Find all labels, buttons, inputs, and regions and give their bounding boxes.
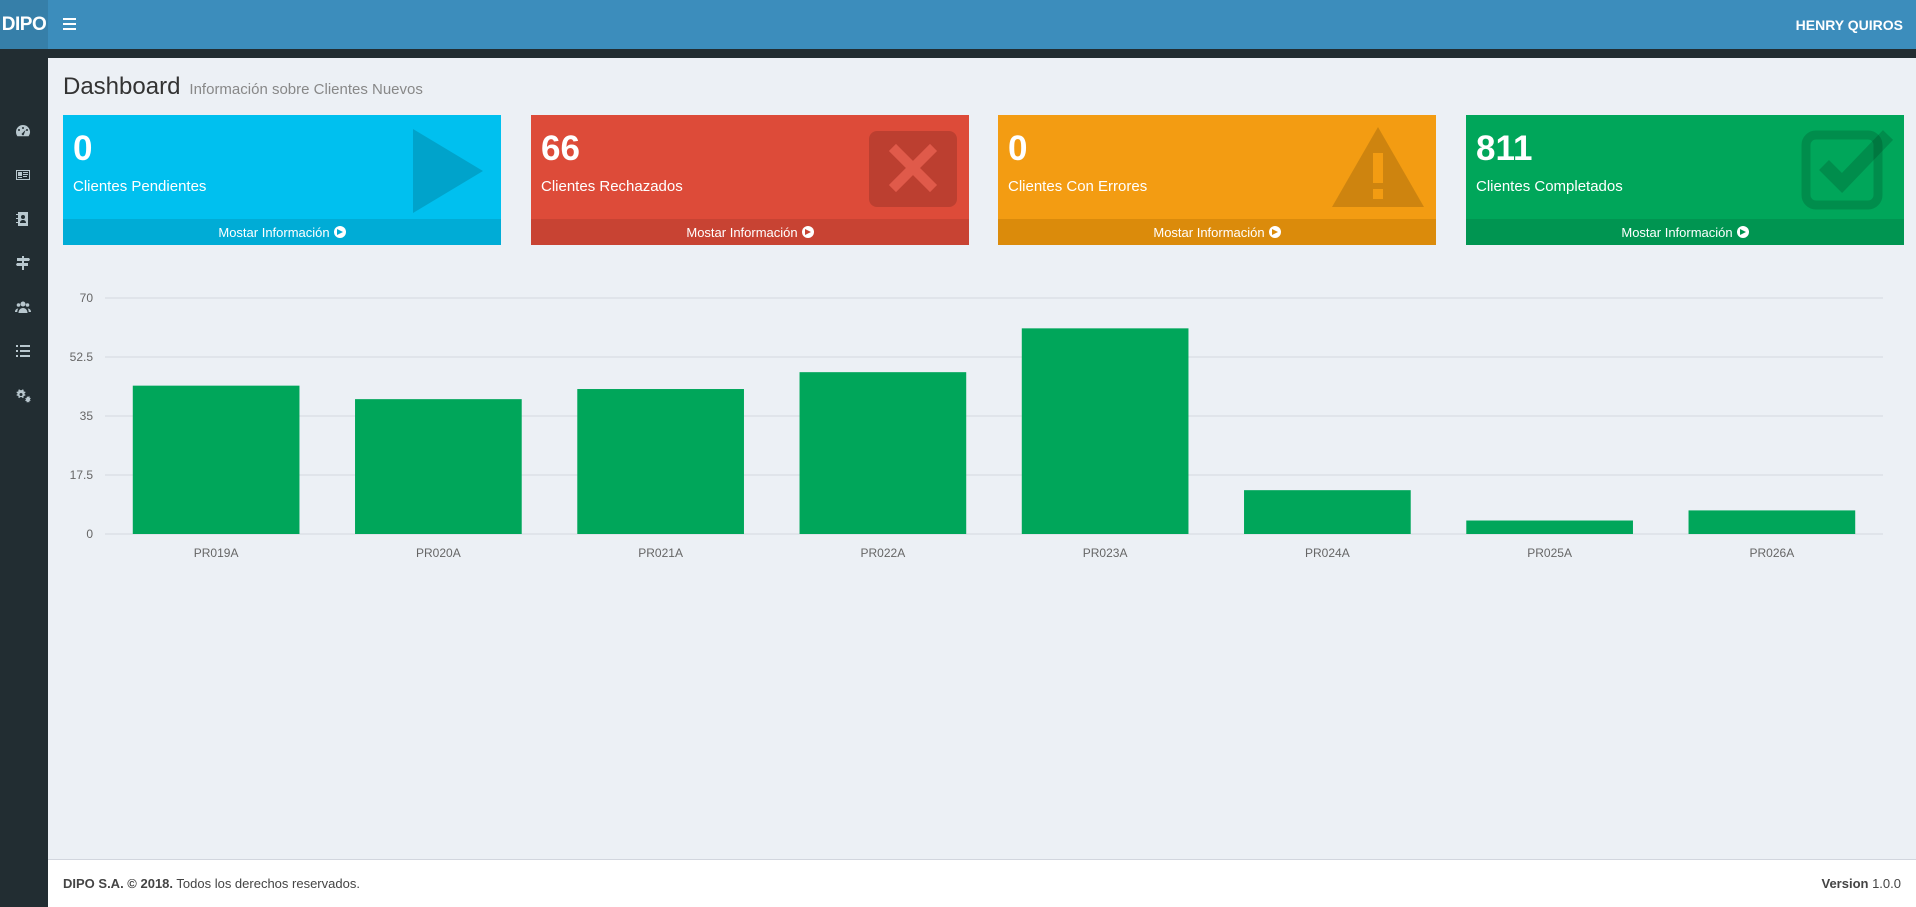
box-label: Clientes Con Errores: [1008, 178, 1148, 195]
box-value: 0: [1008, 129, 1028, 168]
arrow-circle-right-icon: [1268, 226, 1281, 238]
y-tick-label: 52.5: [70, 350, 94, 364]
rejected-clients-box: 66 Clientes Rechazados Mostar Informació…: [531, 115, 969, 245]
arrow-circle-right-icon: [333, 226, 346, 238]
x-tick-label: PR021A: [638, 546, 683, 560]
more-info-link-pending[interactable]: Mostar Información: [63, 219, 501, 245]
top-header: DIPO HENRY QUIROS: [0, 0, 1916, 49]
bar-pr026a[interactable]: [1688, 510, 1856, 534]
address-book-icon[interactable]: [14, 210, 32, 228]
user-menu[interactable]: HENRY QUIROS: [1795, 16, 1903, 33]
users-icon[interactable]: [14, 298, 32, 316]
version: Version 1.0.0: [1821, 876, 1902, 891]
sidebar: [0, 49, 48, 907]
copyright: DIPO S.A. © 2018. Todos los derechos res…: [63, 876, 360, 891]
x-tick-label: PR022A: [861, 546, 906, 560]
page-title: Dashboard: [63, 73, 181, 100]
bar-pr019a[interactable]: [132, 385, 300, 534]
warning-icon: [1332, 127, 1424, 207]
arrow-circle-right-icon: [1736, 226, 1749, 238]
more-info-link-errors[interactable]: Mostar Información: [998, 219, 1436, 245]
x-tick-label: PR026A: [1750, 546, 1795, 560]
y-tick-label: 70: [80, 291, 94, 305]
box-label: Clientes Pendientes: [73, 178, 207, 195]
check-square-icon: [1801, 130, 1894, 210]
box-value: 66: [541, 129, 580, 168]
completed-clients-box: 811 Clientes Completados Mostar Informac…: [1466, 115, 1904, 245]
main-footer: DIPO S.A. © 2018. Todos los derechos res…: [48, 859, 1916, 907]
y-tick-label: 35: [80, 409, 94, 423]
x-tick-label: PR025A: [1527, 546, 1572, 560]
content-header: Dashboard Información sobre Clientes Nue…: [63, 73, 423, 101]
hamburger-icon: [62, 18, 76, 20]
error-clients-box: 0 Clientes Con Errores Mostar Informació…: [998, 115, 1436, 245]
close-square-icon: [869, 131, 957, 207]
header-divider: [0, 49, 1916, 58]
x-tick-label: PR020A: [416, 546, 461, 560]
x-tick-label: PR023A: [1083, 546, 1128, 560]
x-tick-label: PR019A: [194, 546, 239, 560]
x-tick-label: PR024A: [1305, 546, 1350, 560]
box-label: Clientes Rechazados: [541, 178, 683, 195]
app-logo[interactable]: DIPO: [0, 0, 48, 49]
bar-pr023a[interactable]: [1021, 328, 1189, 534]
sign-post-icon[interactable]: [14, 254, 32, 272]
more-info-link-rejected[interactable]: Mostar Información: [531, 219, 969, 245]
arrow-circle-right-icon: [801, 226, 814, 238]
cogs-icon[interactable]: [14, 386, 32, 404]
box-label: Clientes Completados: [1476, 178, 1623, 195]
bar-pr022a[interactable]: [799, 372, 967, 534]
bar-pr021a[interactable]: [577, 389, 744, 534]
id-card-icon[interactable]: [14, 166, 32, 184]
box-value: 0: [73, 129, 93, 168]
page-subtitle: Información sobre Clientes Nuevos: [189, 81, 423, 98]
box-value: 811: [1476, 129, 1533, 168]
dashboard-icon[interactable]: [14, 122, 32, 140]
y-tick-label: 0: [86, 527, 93, 541]
sidebar-toggle-button[interactable]: [58, 13, 80, 35]
bar-pr025a[interactable]: [1466, 520, 1633, 534]
play-icon: [413, 129, 483, 213]
clients-bar-chart: 0 17.5 35 52.5 70 PR019A PR020A PR021A PR022A PR0…: [70, 291, 1883, 560]
bar-pr024a[interactable]: [1244, 490, 1411, 534]
more-info-link-completed[interactable]: Mostar Información: [1466, 219, 1904, 245]
bar-pr020a[interactable]: [355, 399, 522, 534]
list-icon[interactable]: [14, 342, 32, 360]
y-tick-label: 17.5: [70, 468, 94, 482]
pending-clients-box: 0 Clientes Pendientes Mostar Información: [63, 115, 501, 245]
